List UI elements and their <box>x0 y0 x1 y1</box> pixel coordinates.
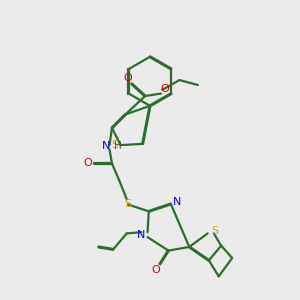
Text: O: O <box>124 73 132 82</box>
Text: S: S <box>212 226 219 236</box>
Text: S: S <box>124 200 131 209</box>
Text: N: N <box>137 230 146 240</box>
Text: N: N <box>173 196 181 206</box>
Text: S: S <box>111 140 118 150</box>
Text: H: H <box>114 141 122 151</box>
Text: O: O <box>83 158 92 169</box>
Text: O: O <box>160 84 169 94</box>
Text: N: N <box>102 141 110 151</box>
Text: O: O <box>152 265 161 275</box>
